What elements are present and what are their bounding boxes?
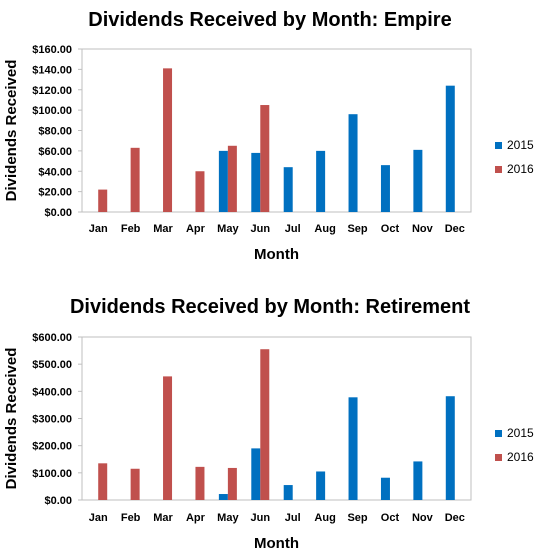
x-tick-label: Aug [314,512,335,524]
y-tick-label: $400.00 [32,386,72,398]
y-tick-label: $40.00 [38,166,72,178]
bar-2016-mar [163,376,173,500]
chart-title: Dividends Received by Month: Empire [88,9,451,31]
legend-item-2016: 2016 [495,450,534,464]
y-tick-label: $80.00 [38,126,72,138]
bar-2016-may [227,145,237,212]
x-tick-label: Mar [153,512,173,524]
plot-area [81,336,472,501]
chart-1: Dividends Received by Month: Empire $0.00… [3,9,534,263]
x-tick-label: Dec [445,512,465,524]
x-tick-label: Sep [347,223,367,235]
y-tick-label: $300.00 [32,414,72,426]
legend-label: 2016 [507,162,534,176]
bar-2015-sep [348,114,358,212]
y-axis-label: Dividends Received [3,348,20,490]
x-tick-label: Jun [251,223,271,235]
legend-label: 2015 [507,426,534,440]
bar-2016-jun [260,349,270,500]
y-tick-label: $100.00 [32,105,72,117]
legend-item-2016: 2016 [495,162,534,176]
y-tick-label: $20.00 [38,187,72,199]
legend-swatch [495,454,502,461]
bar-2016-feb [130,468,140,500]
bar-2015-aug [316,471,326,500]
x-tick-label: May [217,223,239,235]
bar-2015-jun [251,152,261,212]
x-tick-label: Jul [285,512,301,524]
bar-2016-jan [98,463,108,500]
x-tick-label: Dec [445,223,465,235]
y-tick-label: $500.00 [32,359,72,371]
x-tick-label: Apr [186,223,206,235]
bar-2016-apr [195,171,205,212]
y-tick-label: $100.00 [32,468,72,480]
y-tick-label: $120.00 [32,85,72,97]
bar-2015-jul [283,485,293,500]
y-tick-label: $600.00 [32,332,72,344]
legend-label: 2016 [507,450,534,464]
x-tick-label: Mar [153,223,173,235]
bar-2015-oct [380,165,390,212]
bar-2016-jan [98,189,108,212]
x-tick-label: Jan [89,512,108,524]
y-axis-label: Dividends Received [3,60,20,202]
x-tick-label: May [217,512,239,524]
bar-2016-apr [195,466,205,500]
x-axis-label: Month [254,246,299,263]
x-tick-label: Oct [381,223,400,235]
legend-swatch [495,166,502,173]
x-tick-label: Nov [412,512,434,524]
x-tick-label: Nov [412,223,434,235]
bar-2015-jul [283,167,293,212]
bar-2015-aug [316,150,326,212]
x-tick-label: Oct [381,512,400,524]
y-tick-label: $160.00 [32,44,72,56]
chart-title: Dividends Received by Month: Retirement [70,296,470,318]
x-tick-label: Jan [89,223,108,235]
bar-2016-may [227,467,237,500]
y-tick-label: $200.00 [32,441,72,453]
bar-2015-sep [348,397,358,500]
bar-2015-may [218,494,228,500]
bar-2015-oct [380,477,390,500]
x-axis-label: Month [254,535,299,552]
legend-label: 2015 [507,138,534,152]
legend-swatch [495,142,502,149]
legend-swatch [495,430,502,437]
bar-2015-nov [413,461,423,500]
bar-2016-jun [260,105,270,212]
x-tick-label: Feb [121,512,141,524]
y-tick-label: $60.00 [38,146,72,158]
y-tick-label: $0.00 [44,495,72,507]
y-tick-label: $140.00 [32,64,72,76]
x-tick-label: Sep [347,512,367,524]
bar-2016-feb [130,147,140,212]
bar-2015-may [218,150,228,212]
x-tick-label: Feb [121,223,141,235]
x-tick-label: Jun [251,512,271,524]
y-tick-label: $0.00 [44,207,72,219]
bar-2015-nov [413,149,423,212]
bar-2016-mar [163,68,173,212]
bar-2015-dec [445,85,455,212]
bar-2015-dec [445,396,455,500]
plot-area [81,48,472,213]
legend-item-2015: 2015 [495,426,534,440]
x-tick-label: Apr [186,512,206,524]
legend-item-2015: 2015 [495,138,534,152]
chart-2: Dividends Received by Month: Retirement $… [3,296,534,552]
x-tick-label: Jul [285,223,301,235]
bar-2015-jun [251,448,261,500]
x-tick-label: Aug [314,223,335,235]
